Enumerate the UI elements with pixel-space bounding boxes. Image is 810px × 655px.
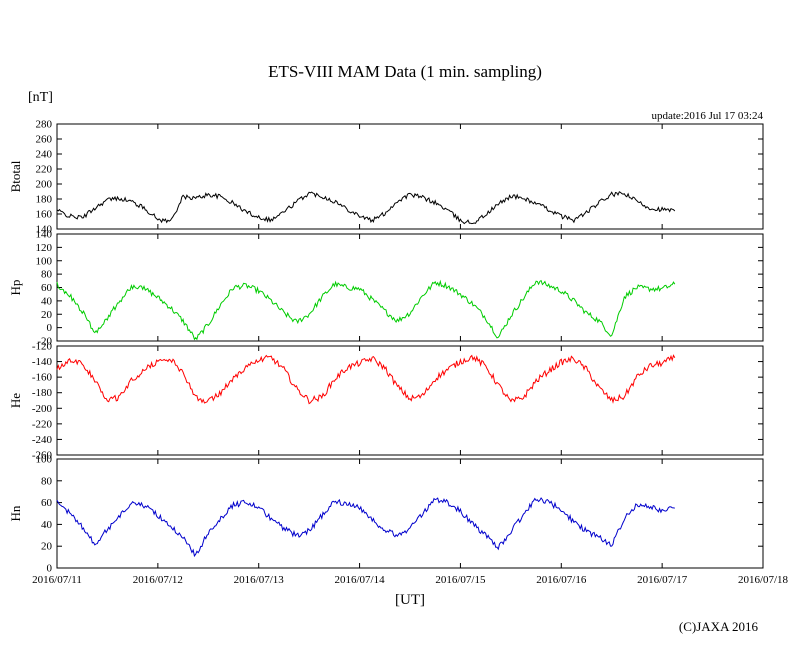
- copyright-label: (C)JAXA 2016: [678, 619, 758, 634]
- panel-ylabel: Hn: [8, 505, 23, 521]
- series-Hn: [56, 497, 675, 558]
- y-tick-label: 20: [41, 309, 53, 321]
- y-tick-label: 40: [41, 519, 53, 531]
- y-tick-label: -120: [32, 341, 53, 353]
- x-tick-label: 2016/07/17: [637, 574, 688, 586]
- y-tick-label: 60: [41, 497, 53, 509]
- series-Btotal: [56, 191, 676, 225]
- y-tick-label: 260: [36, 134, 53, 146]
- panel-Hn: 0 20 40 60 80 100 2016/07/11 2016/07/12 2016/07/…: [8, 454, 789, 587]
- y-tick-label: 240: [36, 149, 53, 161]
- y-tick-label: 200: [36, 179, 53, 191]
- y-tick-label: -140: [32, 356, 53, 368]
- y-tick-label: 180: [36, 194, 53, 206]
- y-tick-label: 20: [41, 541, 53, 553]
- panel-frame: [56, 345, 764, 456]
- y-tick-label: 100: [36, 454, 53, 466]
- y-tick-label: 0: [47, 563, 53, 575]
- x-tick-label: 2016/07/18: [738, 574, 789, 586]
- y-tick-label: 160: [36, 209, 53, 221]
- x-axis-label: [UT]: [395, 592, 425, 608]
- y-tick-label: 280: [36, 119, 53, 131]
- series-Hp: [56, 279, 676, 341]
- y-tick-label: -220: [32, 418, 53, 430]
- y-tick-label: -180: [32, 387, 53, 399]
- x-tick-label: 2016/07/14: [335, 574, 386, 586]
- panel-ylabel: Hp: [8, 280, 23, 296]
- y-tick-label: 60: [41, 282, 53, 294]
- y-unit-label: [nT]: [28, 90, 53, 105]
- x-tick-label: 2016/07/16: [536, 574, 587, 586]
- x-tick-label: 2016/07/12: [133, 574, 183, 586]
- panel-frame: [56, 458, 764, 569]
- panel-ylabel: He: [8, 393, 23, 408]
- y-tick-label: 140: [36, 224, 53, 236]
- y-tick-label: 80: [41, 269, 53, 281]
- update-timestamp: update:2016 Jul 17 03:24: [651, 110, 763, 122]
- panel-frame: [56, 123, 764, 230]
- y-tick-label: 120: [36, 242, 53, 254]
- y-tick-label: 100: [36, 255, 53, 267]
- y-tick-label: -200: [32, 403, 53, 415]
- y-tick-label: -20: [37, 336, 52, 348]
- panel-He: -260 -240 -220 -200 -180 -160 -140 -120 He: [8, 341, 764, 462]
- y-tick-label: 80: [41, 475, 53, 487]
- panel-Btotal: 140 160 180 200 220 240 260 280 Btotal: [8, 119, 764, 236]
- y-tick-label: 220: [36, 164, 53, 176]
- y-tick-label: -260: [32, 450, 53, 462]
- series-He: [56, 354, 676, 405]
- y-tick-label: 0: [47, 322, 53, 334]
- y-tick-label: -240: [32, 434, 53, 446]
- y-tick-label: 40: [41, 295, 53, 307]
- y-tick-label: 140: [36, 229, 53, 241]
- panel-ylabel: Btotal: [8, 160, 23, 192]
- x-tick-label: 2016/07/15: [435, 574, 486, 586]
- x-tick-label: 2016/07/13: [234, 574, 285, 586]
- y-tick-label: -160: [32, 372, 53, 384]
- panel-frame: [56, 233, 764, 342]
- chart-title: ETS-VIII MAM Data (1 min. sampling): [268, 62, 542, 81]
- x-tick-label: 2016/07/11: [32, 574, 82, 586]
